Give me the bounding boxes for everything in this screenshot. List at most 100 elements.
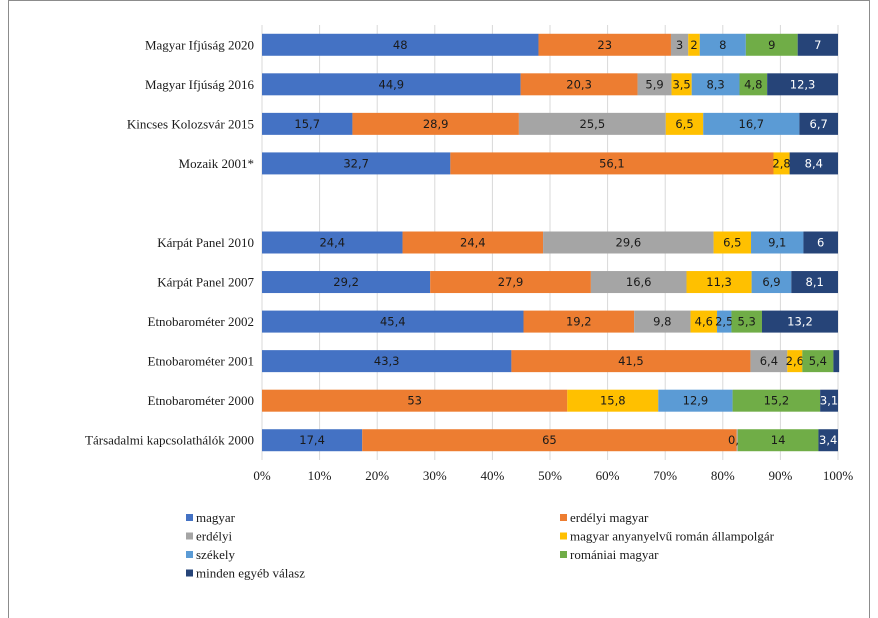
bar-segment	[751, 271, 792, 294]
bar-segment	[797, 33, 838, 56]
bar-segment	[803, 231, 838, 254]
bars: 48 23 3 2 8 9 7 44,9 20,3 5,9 3,5 8,3 4,8 12,3 15,7 28,…	[262, 33, 840, 452]
bar-segment	[352, 112, 519, 135]
data-label: 8,3	[706, 77, 724, 91]
data-label: 16,6	[626, 275, 652, 289]
x-tick-label: 50%	[538, 468, 562, 483]
category-label: Kárpát Panel 2007	[157, 275, 254, 290]
legend-label: magyar	[196, 510, 236, 525]
bar-segment	[262, 112, 353, 135]
bar-segment	[520, 73, 638, 96]
bar-segment	[773, 152, 790, 175]
data-label: 29,2	[333, 275, 359, 289]
bar-segment	[450, 152, 774, 175]
data-label: 23	[597, 38, 612, 52]
bar-segment	[818, 429, 838, 452]
data-label: 5,9	[645, 77, 663, 91]
bar-segment	[686, 271, 752, 294]
x-tick-label: 0%	[253, 468, 271, 483]
data-label: 8	[719, 38, 726, 52]
data-label: 24,4	[319, 236, 345, 250]
data-label: 27,9	[498, 275, 524, 289]
bar-segment	[262, 271, 431, 294]
data-label: 53	[407, 394, 422, 408]
bar-segment	[658, 389, 733, 412]
data-label: 65	[542, 433, 557, 447]
data-label: 19,2	[566, 315, 592, 329]
data-label: 20,3	[566, 77, 592, 91]
data-label: 25,5	[580, 117, 606, 131]
data-label: 24,4	[460, 236, 486, 250]
data-label: 4,8	[744, 77, 762, 91]
bar-segment	[262, 310, 524, 333]
bar-segment	[262, 152, 451, 175]
x-tick-label: 90%	[768, 468, 792, 483]
data-label: 15,2	[764, 394, 790, 408]
data-label: 32,7	[343, 156, 369, 170]
bar-segment	[833, 350, 840, 373]
bar-segment	[262, 389, 568, 412]
chart-frame	[8, 0, 870, 618]
data-label: 56,1	[599, 156, 625, 170]
data-label: 48	[393, 38, 408, 52]
data-label: 3,4	[819, 433, 837, 447]
legend-label: erdélyi	[196, 529, 232, 544]
category-label: Kárpát Panel 2010	[157, 235, 254, 250]
data-label: 3,5	[672, 77, 690, 91]
data-label: 15,8	[600, 394, 626, 408]
data-label: 41,5	[618, 354, 644, 368]
data-label: 8,1	[806, 275, 824, 289]
bar-segment	[671, 73, 692, 96]
data-label: 6	[817, 236, 824, 250]
bar-segment	[362, 429, 737, 452]
x-tick-label: 80%	[711, 468, 735, 483]
category-label: Magyar Ifjúság 2020	[145, 37, 254, 52]
bar-segment	[745, 33, 798, 56]
legend-label: minden egyéb válasz	[196, 566, 305, 581]
bar-segment	[736, 429, 738, 452]
bar-segment	[717, 310, 732, 333]
bar-segment	[262, 231, 403, 254]
legend-label: székely	[196, 547, 235, 562]
x-tick-label: 10%	[308, 468, 332, 483]
x-tick-label: 60%	[596, 468, 620, 483]
category-label: Kincses Kolozsvár 2015	[127, 116, 254, 131]
bar-segment	[737, 429, 819, 452]
data-label: 45,4	[380, 315, 406, 329]
bar-segment	[511, 350, 751, 373]
x-tick-label: 100%	[823, 468, 854, 483]
category-label: Mozaik 2001*	[179, 156, 254, 171]
bar-segment	[699, 33, 746, 56]
data-label: 15,7	[294, 117, 320, 131]
legend-swatch	[560, 551, 567, 558]
data-label: 13,2	[787, 315, 813, 329]
legend-swatch	[186, 514, 193, 521]
data-label: 17,4	[299, 433, 325, 447]
data-label: 4,6	[695, 315, 713, 329]
category-labels: Magyar Ifjúság 2020 Magyar Ifjúság 2016 Ki…	[85, 37, 254, 447]
data-label: 12,9	[683, 394, 709, 408]
data-label: 6,5	[675, 117, 693, 131]
bar-segment	[523, 310, 635, 333]
x-tick-label: 30%	[423, 468, 447, 483]
data-label: 9,1	[768, 236, 786, 250]
bar-segment	[262, 429, 363, 452]
data-label: 12,3	[790, 77, 816, 91]
bar-segment	[637, 73, 672, 96]
data-label: 2,5	[715, 315, 733, 329]
bar-segment	[789, 152, 838, 175]
data-label: 3	[676, 38, 683, 52]
data-label: 7	[814, 38, 821, 52]
bar-segment	[761, 310, 838, 333]
legend-swatch	[560, 532, 567, 540]
x-tick-label: 40%	[480, 468, 504, 483]
bar-segment	[703, 112, 800, 135]
legend-label: romániai magyar	[570, 547, 659, 562]
data-label: 8,4	[805, 156, 823, 170]
category-label: Etnobarométer 2000	[148, 393, 255, 408]
x-tick-label: 70%	[653, 468, 677, 483]
bar-segment	[739, 73, 768, 96]
legend-swatch	[560, 514, 567, 521]
data-label: 6,7	[810, 117, 828, 131]
